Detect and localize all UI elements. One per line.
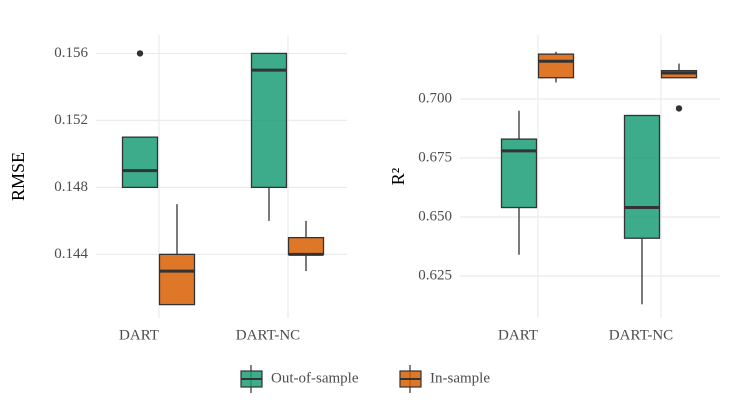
y-tick-label: 0.156 [54,45,88,61]
box-group [660,63,698,112]
y-tick-label: 0.152 [54,112,88,128]
y-tick-label: 0.700 [418,90,452,106]
y-tick-label: 0.148 [54,179,88,195]
y-tick-label: 0.675 [418,149,452,165]
x-tick-label: DART [498,327,538,343]
legend-label: Out-of-sample [271,370,359,386]
box-group [537,51,575,83]
box-group [623,114,661,305]
box [287,236,325,256]
outlier [675,105,683,112]
x-tick-label: DART-NC [236,327,300,343]
box [121,136,159,189]
y-tick-label: 0.625 [418,267,452,283]
outlier [136,50,144,57]
box [537,53,575,79]
box [500,138,538,209]
x-tick-label: DART-NC [609,327,673,343]
y-axis-title: RMSE [8,152,28,201]
box-group [287,220,325,272]
x-tick-label: DART [119,327,159,343]
y-tick-label: 0.144 [54,246,88,262]
box-group [250,52,288,221]
box [158,253,196,306]
box-group [158,204,196,306]
box [250,52,288,189]
legend-label: In-sample [430,370,490,386]
box [623,114,661,239]
y-tick-label: 0.650 [418,208,452,224]
y-axis-title: R² [388,168,408,185]
box-group [500,110,538,255]
box-group [121,50,159,189]
